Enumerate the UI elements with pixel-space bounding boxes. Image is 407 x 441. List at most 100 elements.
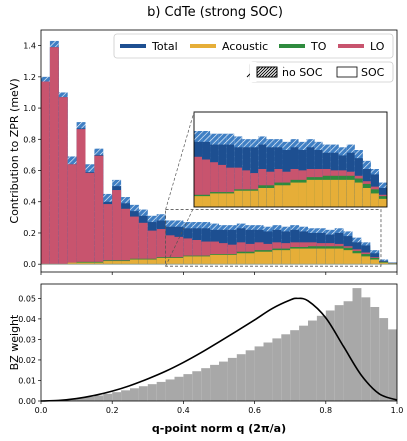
legend-swatch-nosoc-border <box>256 66 278 78</box>
inset-bar-lo <box>194 156 203 207</box>
inset-bar-lo <box>395 206 403 207</box>
hist-bar <box>245 350 255 401</box>
inset-bar-lo <box>234 167 243 207</box>
inset-bar-acoustic <box>178 199 186 207</box>
hist-bar <box>254 346 264 401</box>
inset-bar-total-soc <box>186 131 194 207</box>
hist-bar <box>343 301 353 401</box>
bar-acoustic <box>236 253 246 265</box>
inset-bar-acoustic <box>387 204 395 207</box>
inset-bar-lo <box>387 203 395 207</box>
inset-bar-lo <box>154 111 162 207</box>
legend: Total Acoustic TO LO no SOC SOC <box>113 33 394 83</box>
hist-bar <box>290 330 300 401</box>
inset-bar-lo <box>226 167 235 207</box>
inset-bar-total-nosoc <box>122 33 130 207</box>
y-tick-label: 0.8 <box>23 135 36 144</box>
inset-bar-lo <box>186 146 194 207</box>
inset-bar-total-nosoc-hatch <box>138 85 146 207</box>
bar-lo <box>41 81 50 265</box>
inset-bar-acoustic <box>234 190 243 207</box>
hist-bar <box>388 329 397 401</box>
inset-bar-acoustic <box>138 202 146 207</box>
inset-bar-total-nosoc <box>387 199 395 207</box>
inset-bar-to <box>178 198 186 208</box>
bar-acoustic <box>76 262 86 265</box>
y-axis-title-bottom: BZ weight <box>8 314 21 370</box>
bar-lo <box>94 155 104 265</box>
bar-lo <box>156 229 166 265</box>
y-axis-title-top: Contribution to ZPR (meV) <box>8 78 21 223</box>
inset-bar-to <box>146 200 154 207</box>
inset-bar-total-nosoc-hatch <box>170 112 178 207</box>
inset-bar-total-nosoc <box>138 85 146 207</box>
bar-acoustic <box>112 261 122 265</box>
bar-acoustic <box>201 256 211 265</box>
y-tick-label: 0.6 <box>23 167 36 176</box>
hatch-line <box>255 66 267 78</box>
legend-box <box>113 33 394 59</box>
inset-bar-total-nosoc-hatch <box>114 0 122 207</box>
inset-bar-total-nosoc-hatch <box>186 120 194 207</box>
x-tick-label: 0.4 <box>177 406 190 415</box>
y-tick-label: 0.02 <box>18 356 36 365</box>
inset-bar-total-nosoc <box>162 104 170 207</box>
inset-bar-total-nosoc-hatch <box>106 20 114 207</box>
hist-bar <box>67 398 77 401</box>
inset-bar-acoustic <box>274 185 283 207</box>
y-tick-label: 0.05 <box>18 294 36 303</box>
bar-lo <box>103 204 113 265</box>
inset-bar-total-nosoc-hatch <box>395 204 403 207</box>
bar-acoustic <box>334 248 344 265</box>
hatch-line <box>261 66 273 78</box>
y-tick-label: 0.01 <box>18 376 36 385</box>
inset-bar-lo <box>122 48 130 207</box>
figure-title: b) CdTe (strong SOC) <box>147 5 283 20</box>
bar-acoustic <box>254 251 264 265</box>
inset-panel <box>106 0 403 267</box>
legend-label-soc: SOC <box>361 66 385 79</box>
bottom-panel: 0.00 0.01 0.02 0.03 0.04 0.05 0.0 0.2 0.4 0.6 0.8 1… <box>8 283 403 435</box>
inset-bar-acoustic <box>354 182 363 207</box>
bar-acoustic <box>138 259 148 265</box>
y-tick-label: 0.03 <box>18 335 36 344</box>
inset-bar-acoustic <box>154 202 162 207</box>
bar-acoustic <box>147 259 157 265</box>
bar-lo <box>121 208 130 265</box>
bar-acoustic <box>156 257 166 265</box>
x-tick-label: 0.2 <box>106 406 119 415</box>
inset-bar-lo <box>146 78 154 207</box>
inset-bar-acoustic <box>290 182 299 207</box>
hist-bar <box>112 392 122 401</box>
hist-bar <box>281 334 291 401</box>
bar-acoustic <box>94 262 104 265</box>
inset-bar-acoustic <box>298 182 307 207</box>
bar-acoustic <box>103 261 113 265</box>
bar-acoustic <box>130 259 139 265</box>
bar-acoustic <box>85 262 95 265</box>
bar-lo <box>138 222 148 265</box>
x-tick-label: 0.6 <box>248 406 261 415</box>
x-axis-title: q-point norm q (2π/a) <box>152 422 286 435</box>
bar-lo <box>219 243 228 265</box>
inset-connector <box>165 206 195 267</box>
inset-bar-acoustic <box>266 188 275 207</box>
y-tick-label: 0.04 <box>18 315 36 324</box>
inset-bar-total-soc <box>162 115 170 207</box>
y-tick-label: 0.4 <box>23 198 36 207</box>
y-tick-label: 1.0 <box>23 104 36 113</box>
inset-bar-to <box>138 200 146 207</box>
hist-bar <box>325 310 335 401</box>
bar-acoustic <box>272 250 282 265</box>
hist-bar <box>183 374 193 401</box>
legend-label-total: Total <box>151 40 178 53</box>
legend-label-nosoc: no SOC <box>282 66 323 79</box>
legend-label-to: TO <box>310 40 327 53</box>
bar-acoustic <box>210 254 219 265</box>
bar-acoustic <box>316 248 326 265</box>
bar-lo <box>174 236 184 265</box>
bar-lo <box>67 164 77 265</box>
hist-bar <box>94 395 104 401</box>
